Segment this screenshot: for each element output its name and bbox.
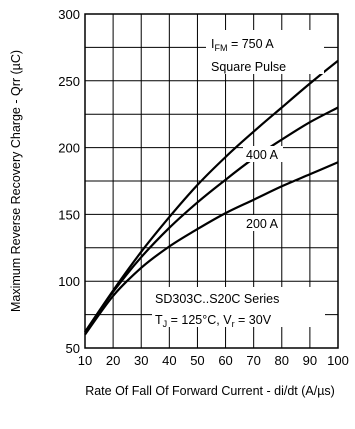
x-tick-label: 20 xyxy=(106,353,120,368)
y-tick-label: 100 xyxy=(58,274,80,289)
y-tick-label: 150 xyxy=(58,207,80,222)
annotations: IFM = 750 A Square Pulse 400 A 200 A SD3… xyxy=(152,30,325,329)
curves xyxy=(84,59,339,336)
y-tick-label: 250 xyxy=(58,74,80,89)
x-tick-label: 40 xyxy=(162,353,176,368)
conditions-label: TJ = 125°C, Vr = 30V xyxy=(155,313,272,329)
label-400a: 400 A xyxy=(246,148,279,162)
x-tick-label: 50 xyxy=(190,353,204,368)
series-line-1 xyxy=(84,106,339,333)
series-line-2 xyxy=(84,161,339,336)
x-tick-label: 70 xyxy=(246,353,260,368)
y-tick-label: 50 xyxy=(66,341,80,356)
y-tick-label: 300 xyxy=(58,7,80,22)
y-tick-label: 200 xyxy=(58,141,80,156)
series-line-0 xyxy=(84,59,339,333)
y-axis-title: Maximum Reverse Recovery Charge - Qrr (µ… xyxy=(9,50,23,312)
tick-labels: 10 20 30 40 50 60 70 80 90 100 50 100 150 200 250 300 xyxy=(58,7,349,368)
x-tick-label: 100 xyxy=(327,353,349,368)
label-200a: 200 A xyxy=(246,217,279,231)
x-tick-label: 10 xyxy=(78,353,92,368)
ifm-label: IFM = 750 A xyxy=(211,37,274,53)
square-pulse-label: Square Pulse xyxy=(211,60,286,74)
x-tick-label: 90 xyxy=(303,353,317,368)
plot-frame xyxy=(84,13,339,349)
x-tick-label: 60 xyxy=(218,353,232,368)
x-tick-label: 80 xyxy=(275,353,289,368)
x-tick-label: 30 xyxy=(134,353,148,368)
series-name-label: SD303C..S20C Series xyxy=(155,292,279,306)
x-axis-title: Rate Of Fall Of Forward Current - di/dt … xyxy=(85,384,335,398)
